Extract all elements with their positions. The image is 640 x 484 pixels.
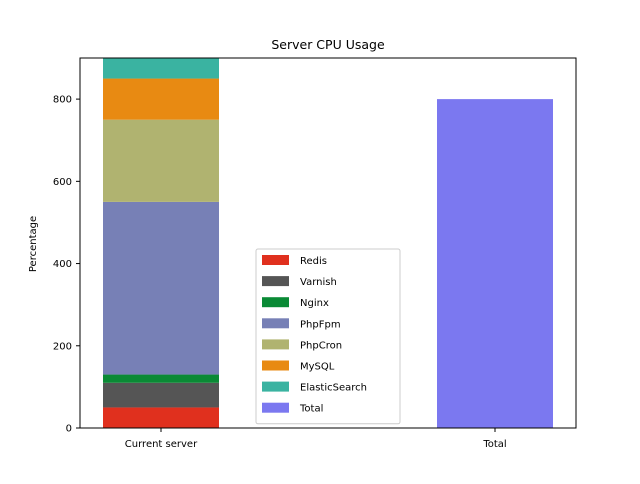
legend-swatch-elasticsearch: [262, 381, 289, 392]
legend-swatch-mysql: [262, 360, 289, 371]
bar-varnish-current-server: [103, 382, 219, 408]
x-axis: Current server Total: [125, 428, 507, 450]
x-tick-label: Total: [482, 439, 506, 450]
legend-label-nginx: Nginx: [300, 298, 329, 309]
legend-swatch-nginx: [262, 297, 289, 308]
y-tick-label: 600: [53, 177, 72, 188]
legend-swatch-redis: [262, 255, 289, 265]
x-tick-label: Current server: [125, 439, 198, 450]
plot-frame: [79, 57, 577, 429]
bar-mysql-current-server: [103, 78, 219, 120]
legend-label-phpfpm: PhpFpm: [300, 319, 341, 330]
bar-total-total: [437, 99, 553, 428]
bar-elasticsearch-current-server: [103, 58, 219, 79]
bar-nginx-current-server: [103, 374, 219, 383]
legend-label-mysql: MySQL: [300, 362, 335, 373]
bar-redis-current-server: [103, 407, 219, 428]
y-tick-label: 0: [66, 424, 72, 435]
bar-phpfpm-current-server: [103, 201, 219, 375]
y-axis: 0 200 400 600 800: [53, 95, 80, 435]
y-tick-label: 400: [53, 259, 72, 270]
bars: [103, 58, 553, 428]
legend-label-varnish: Varnish: [300, 277, 337, 288]
chart-title: Server CPU Usage: [271, 37, 385, 52]
legend-swatch-varnish: [262, 276, 289, 287]
legend-label-redis: Redis: [300, 256, 327, 267]
legend-swatch-total: [262, 402, 289, 413]
legend-label-elasticsearch: ElasticSearch: [300, 383, 367, 394]
y-tick-label: 200: [53, 341, 72, 352]
legend-swatch-phpcron: [262, 339, 289, 350]
legend: Redis Varnish Nginx PhpFpm PhpCron MySQL Elast…: [255, 248, 401, 425]
legend-swatch-phpfpm: [262, 318, 289, 329]
y-tick-label: 800: [53, 95, 72, 106]
y-axis-label: Percentage: [28, 216, 39, 272]
legend-box: [255, 248, 401, 425]
legend-label-phpcron: PhpCron: [300, 340, 342, 351]
legend-label-total: Total: [299, 404, 323, 415]
bar-phpcron-current-server: [103, 119, 219, 202]
